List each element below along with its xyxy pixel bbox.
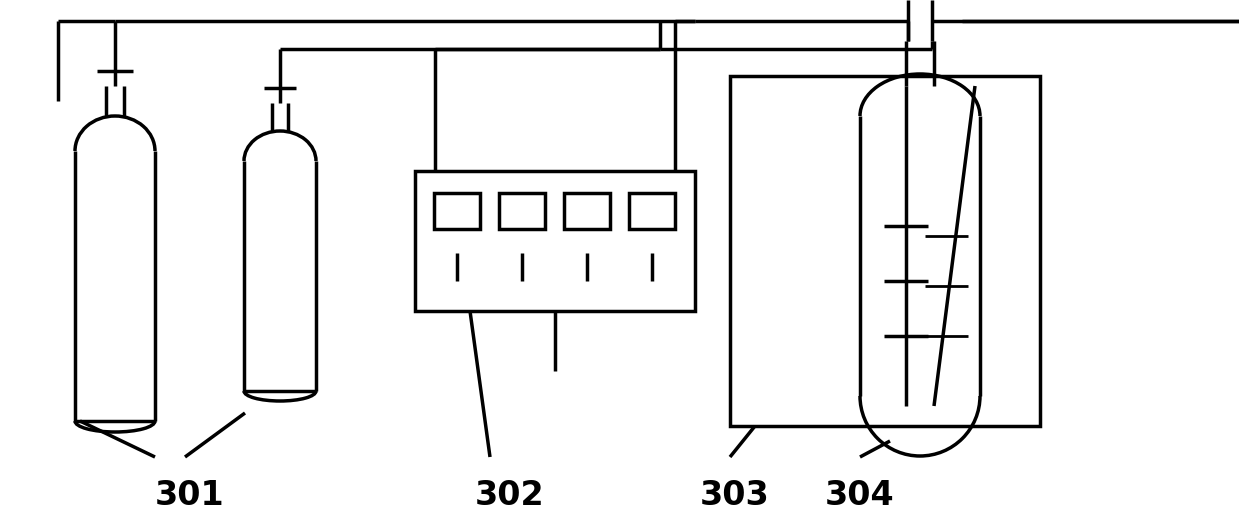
Bar <box>434 193 479 229</box>
Text: 302: 302 <box>476 479 545 512</box>
Bar <box>415 171 695 311</box>
Text: 303: 303 <box>700 479 769 512</box>
Bar <box>564 193 610 229</box>
Bar <box>730 76 1040 426</box>
Text: 304: 304 <box>825 479 895 512</box>
Bar <box>629 193 675 229</box>
Text: 301: 301 <box>155 479 224 512</box>
Bar <box>499 193 545 229</box>
